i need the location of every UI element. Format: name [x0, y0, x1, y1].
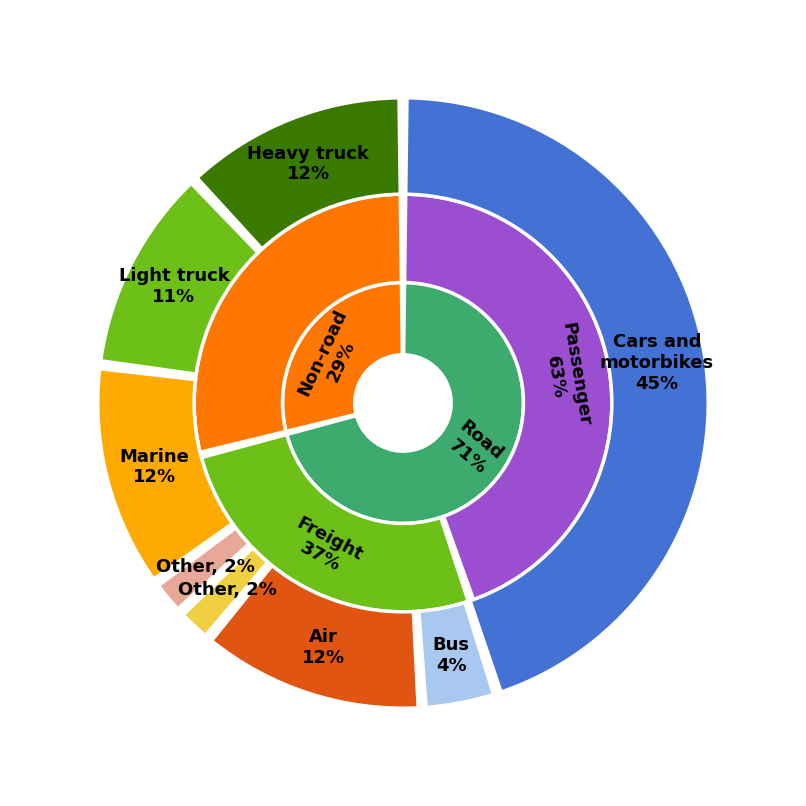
Text: Road
71%: Road 71%: [442, 418, 506, 480]
Text: Freight
37%: Freight 37%: [284, 513, 366, 582]
Wedge shape: [211, 566, 418, 708]
Text: Light truck
11%: Light truck 11%: [118, 267, 230, 305]
Wedge shape: [405, 194, 612, 600]
Text: Bus
4%: Bus 4%: [433, 636, 470, 675]
Wedge shape: [419, 602, 493, 708]
Wedge shape: [98, 368, 232, 580]
Wedge shape: [197, 98, 401, 249]
Wedge shape: [287, 283, 523, 523]
Text: Cars and
motorbikes
45%: Cars and motorbikes 45%: [600, 333, 714, 393]
Text: Marine
12%: Marine 12%: [119, 447, 189, 486]
Wedge shape: [183, 548, 268, 636]
Wedge shape: [405, 98, 708, 692]
Wedge shape: [159, 528, 249, 609]
Wedge shape: [101, 183, 258, 374]
Wedge shape: [202, 434, 468, 612]
Text: Air
12%: Air 12%: [302, 628, 345, 667]
Wedge shape: [283, 283, 402, 431]
Wedge shape: [194, 194, 401, 452]
Circle shape: [355, 355, 451, 451]
Text: Heavy truck
12%: Heavy truck 12%: [247, 144, 369, 184]
Text: Other, 2%: Other, 2%: [156, 558, 255, 575]
Text: Passenger
63%: Passenger 63%: [538, 321, 593, 430]
Text: Other, 2%: Other, 2%: [177, 581, 276, 600]
Text: Non-road
29%: Non-road 29%: [295, 307, 369, 408]
